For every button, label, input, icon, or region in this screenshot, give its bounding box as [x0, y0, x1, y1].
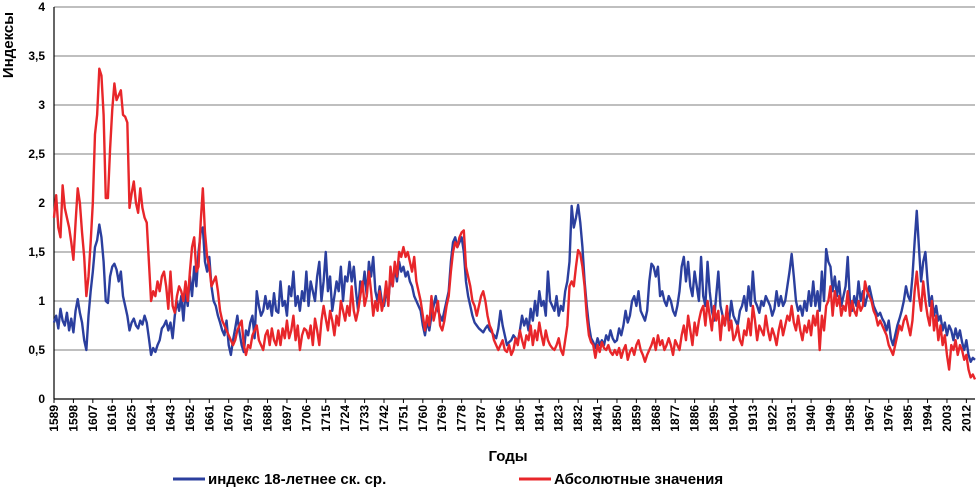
x-tick-label-34: 1895	[707, 405, 721, 432]
x-tick-label-17: 1742	[377, 405, 391, 432]
x-tick-label-41: 1958	[843, 405, 857, 432]
x-tick-label-27: 1832	[571, 405, 585, 432]
y-axis-title: Индексы	[0, 12, 17, 78]
x-tick-label-8: 1661	[202, 405, 216, 432]
x-tick-label-16: 1733	[358, 405, 372, 432]
x-tick-label-5: 1634	[144, 405, 158, 432]
x-tick-label-20: 1769	[435, 405, 449, 432]
legend: индекс 18-летнее ск. ср. Абсолютные знач…	[173, 471, 723, 488]
x-tick-label-32: 1877	[668, 405, 682, 432]
x-tick-label-31: 1868	[649, 405, 663, 432]
x-tick-label-9: 1670	[222, 405, 236, 432]
y-tick-label-5: 2,5	[28, 147, 45, 161]
x-tick-label-44: 1985	[901, 405, 915, 432]
x-axis-ticks: 1589 1598 1607 1616 1625 1634 1643 1652 1661 1670…	[47, 399, 973, 432]
x-tick-label-42: 1967	[862, 405, 876, 432]
legend-label-absolute: Абсолютные значения	[554, 471, 723, 488]
y-tick-label-7: 3,5	[28, 49, 45, 63]
x-tick-label-2: 1607	[86, 405, 100, 432]
y-tick-label-4: 2	[38, 196, 45, 210]
x-tick-label-7: 1652	[183, 405, 197, 432]
x-tick-label-33: 1886	[688, 405, 702, 432]
x-tick-label-36: 1913	[746, 405, 760, 432]
x-tick-label-45: 1994	[921, 405, 935, 432]
x-tick-label-23: 1796	[493, 405, 507, 432]
y-tick-label-1: 0,5	[28, 343, 45, 357]
x-tick-label-43: 1976	[882, 405, 896, 432]
x-tick-label-28: 1841	[591, 405, 605, 432]
x-tick-label-15: 1724	[338, 405, 352, 432]
y-axis-ticks: 0 0,5 1 1,5 2 2,5 3 3,5 4	[28, 0, 45, 406]
x-tick-label-39: 1940	[804, 405, 818, 432]
x-tick-label-6: 1643	[163, 405, 177, 432]
x-tick-label-0: 1589	[47, 405, 61, 432]
x-tick-label-46: 2003	[940, 405, 954, 432]
series-line-0	[52, 203, 976, 363]
x-tick-label-35: 1904	[726, 405, 740, 432]
x-tick-label-19: 1760	[416, 405, 430, 432]
x-tick-label-14: 1715	[319, 405, 333, 432]
x-tick-label-30: 1859	[629, 405, 643, 432]
x-tick-label-29: 1850	[610, 405, 624, 432]
x-tick-label-13: 1706	[299, 405, 313, 432]
x-tick-label-18: 1751	[396, 405, 410, 432]
x-tick-label-38: 1931	[785, 405, 799, 432]
y-tick-label-2: 1	[38, 294, 45, 308]
x-tick-label-4: 1625	[125, 405, 139, 432]
x-axis-title: Годы	[488, 448, 527, 465]
series-line-1	[52, 67, 976, 380]
y-tick-label-6: 3	[38, 98, 45, 112]
x-tick-label-22: 1787	[474, 405, 488, 432]
x-tick-label-11: 1688	[261, 405, 275, 432]
x-tick-label-25: 1814	[532, 405, 546, 432]
x-tick-label-3: 1616	[105, 405, 119, 432]
x-tick-label-10: 1679	[241, 405, 255, 432]
x-tick-label-37: 1922	[765, 405, 779, 432]
x-tick-label-1: 1598	[66, 405, 80, 432]
x-tick-label-40: 1949	[823, 405, 837, 432]
x-tick-label-26: 1823	[552, 405, 566, 432]
x-tick-label-47: 2012	[959, 405, 973, 432]
plot-area	[52, 67, 976, 380]
y-tick-label-3: 1,5	[28, 245, 45, 259]
y-tick-label-8: 4	[38, 0, 45, 14]
legend-label-index: индекс 18-летнее ск. ср.	[208, 471, 386, 488]
x-tick-label-21: 1778	[455, 405, 469, 432]
x-tick-label-24: 1805	[513, 405, 527, 432]
y-tick-label-0: 0	[38, 392, 45, 406]
x-tick-label-12: 1697	[280, 405, 294, 432]
